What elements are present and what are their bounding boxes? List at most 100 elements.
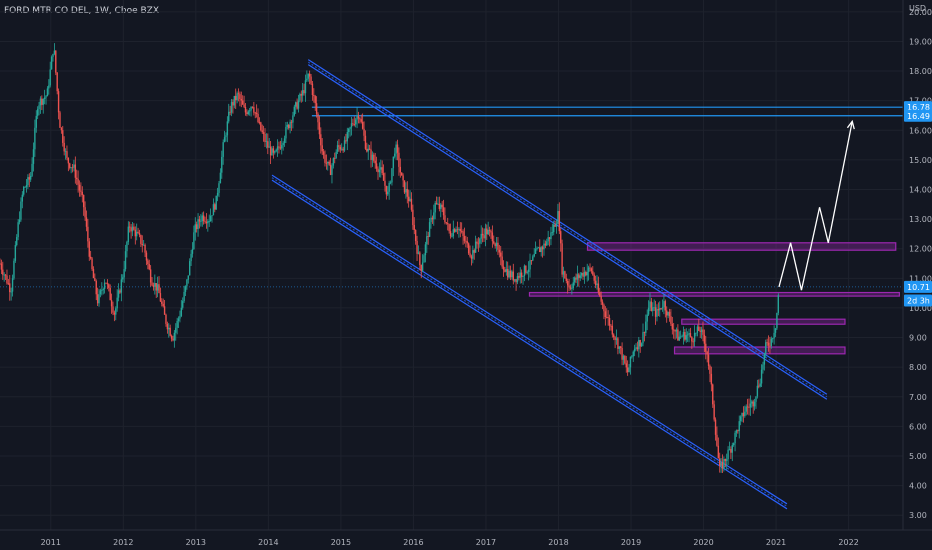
candle-body [261, 130, 263, 133]
candle-body [516, 276, 519, 283]
candle-body [260, 122, 262, 131]
candle-body [730, 449, 732, 453]
candle-body [479, 238, 481, 244]
candle-body [21, 194, 24, 202]
candle-body [719, 458, 721, 466]
candle-body [60, 127, 63, 131]
candle-body [409, 198, 411, 202]
candle-body [523, 265, 526, 277]
candle-body [152, 285, 155, 287]
candle-body [176, 321, 178, 328]
candle-body [773, 332, 775, 339]
candle-body [470, 256, 473, 259]
candle-body [749, 403, 752, 408]
price-tag-label: 2d 3h [907, 297, 930, 306]
candle-body [115, 308, 117, 315]
candle-body [353, 124, 355, 125]
candle-body [134, 229, 136, 237]
candle-body [105, 282, 107, 284]
candle-body [421, 262, 424, 271]
candlesticks [0, 43, 780, 474]
candle-body [250, 106, 252, 111]
candle-body [38, 105, 40, 110]
candle-body [742, 412, 745, 417]
time-axis[interactable]: 2011 2012 2013 2014 2015 2016 2017 2018 2019 2020… [0, 529, 932, 547]
candle-body [406, 188, 408, 197]
candle-body [488, 229, 491, 231]
candle-body [48, 85, 50, 89]
candle-body [313, 95, 315, 97]
candle-body [3, 274, 5, 276]
candle-body [661, 307, 664, 309]
candle-body [389, 182, 392, 184]
candle-body [654, 307, 657, 317]
candle-body [286, 124, 289, 127]
candle-body [120, 279, 123, 293]
candle-body [423, 255, 425, 263]
candle-body [483, 235, 485, 239]
candle-body [370, 149, 372, 160]
candle-body [321, 145, 323, 152]
price-tick-label: 10.00 [909, 304, 932, 313]
candle-body [642, 332, 644, 344]
candle-body [557, 211, 559, 224]
candle-body [698, 326, 700, 331]
candle-body [188, 261, 191, 276]
candle-body [359, 118, 361, 120]
candle-body [469, 253, 471, 257]
candle-body [162, 303, 164, 307]
candle-body [342, 148, 344, 151]
candle-body [618, 346, 620, 349]
candle-body [94, 278, 96, 281]
candle-body [664, 301, 667, 311]
projection-path [778, 119, 855, 291]
price-zone [586, 242, 897, 251]
candle-body [500, 252, 502, 257]
candle-body [611, 325, 614, 335]
candle-body [17, 222, 19, 238]
candle-body [445, 222, 448, 224]
candle-body [175, 327, 177, 333]
candle-body [16, 237, 18, 246]
candle-body [763, 353, 766, 365]
candle-body [265, 141, 268, 143]
candle-body [670, 316, 672, 324]
candle-body [232, 102, 234, 106]
candle-body [603, 304, 605, 312]
candle-body [325, 162, 328, 164]
candle-body [410, 198, 413, 210]
candle-body [494, 243, 496, 247]
candle-body [532, 256, 534, 261]
candle-body [663, 301, 665, 308]
candle-body [218, 183, 220, 193]
candle-body [585, 271, 587, 276]
price-tick-label: 11.00 [909, 274, 932, 283]
candle-body [133, 226, 135, 230]
time-tick-label: 2017 [476, 538, 496, 547]
candle-body [435, 202, 438, 204]
time-tick-label: 2011 [41, 538, 61, 547]
candle-body [511, 271, 513, 278]
price-axis[interactable]: 3.00 4.00 5.00 6.00 7.00 8.00 9.00 10.00 11.00 12… [902, 0, 932, 550]
candle-body [631, 356, 633, 358]
candle-body [301, 90, 304, 96]
candle-body [466, 241, 468, 244]
candle-body [328, 161, 330, 165]
candle-body [13, 260, 15, 279]
candle-body [159, 293, 162, 302]
candle-body [297, 100, 300, 109]
candle-body [292, 115, 294, 123]
candle-body [346, 132, 349, 142]
candle-body [474, 241, 477, 253]
candle-body [774, 328, 777, 333]
candle-body [214, 204, 216, 210]
candle-body [349, 127, 351, 129]
candle-body [505, 268, 508, 272]
candle-body [275, 149, 277, 152]
candle-body [530, 260, 533, 262]
candle-body [241, 100, 244, 105]
candle-body [67, 157, 70, 164]
candle-body [73, 164, 75, 168]
